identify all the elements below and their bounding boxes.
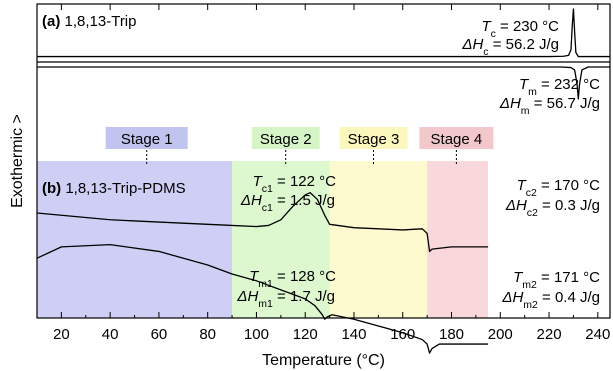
stage-label-box-3 — [339, 127, 408, 149]
x-tick-label: 20 — [53, 326, 70, 343]
annot-dhm: ΔHm = 56.7 J/g — [499, 95, 600, 117]
panel-a-heating-line — [37, 66, 610, 100]
stage-band-4 — [427, 161, 489, 318]
x-tick-label: 220 — [537, 326, 562, 343]
annot-dhc1: ΔHc1 = 1.5 J/g — [240, 192, 335, 214]
x-tick-label: 200 — [488, 326, 513, 343]
stage-label-4: Stage 4 — [431, 131, 483, 148]
x-tick-label: 100 — [244, 326, 269, 343]
stage-label-box-2 — [251, 127, 320, 149]
panel-b-cooling-line — [36, 192, 489, 253]
stage-bands — [37, 127, 494, 318]
x-tick-label: 60 — [151, 326, 168, 343]
stage-band-3 — [329, 161, 428, 318]
x-tick-label: 240 — [585, 326, 610, 343]
x-tick-label: 180 — [439, 326, 464, 343]
annotations: Stage 1 Stage 2 Stage 3 Stage 4 Temperature … — [9, 13, 600, 369]
x-axis-label: Temperature (°C) — [262, 352, 385, 369]
y-axis-label: Exothermic > — [9, 114, 26, 208]
annot-dhc2: ΔHc2 = 0.3 J/g — [505, 197, 600, 219]
annot-dhc: ΔHc = 56.2 J/g — [461, 36, 559, 58]
stage-label-box-4 — [419, 127, 494, 149]
data-lines — [36, 8, 610, 354]
panel-b-heating-line — [36, 243, 489, 354]
x-tick-label: 120 — [293, 326, 318, 343]
x-tick-label: 140 — [341, 326, 366, 343]
annot-tm1: Tm1 = 128 °C — [249, 268, 336, 290]
stage-band-1 — [37, 161, 233, 318]
panel-a-title: (a) 1,8,13-Trip — [42, 13, 137, 30]
annot-dhm1: ΔHm1 = 1.7 J/g — [236, 288, 335, 310]
annot-tm: Tm = 232 °C — [519, 76, 600, 98]
annot-tc2: Tc2 = 170 °C — [517, 177, 601, 199]
annot-tc1: Tc1 = 122 °C — [253, 173, 337, 195]
panel-b-title: (b) 1,8,13-Trip-PDMS — [42, 180, 186, 197]
stage-band-2 — [232, 161, 330, 318]
axes-frame — [36, 3, 611, 319]
x-tick-label: 160 — [390, 326, 415, 343]
x-tick-label: 40 — [102, 326, 119, 343]
plot-border — [36, 3, 611, 319]
stage-label-1: Stage 1 — [121, 131, 173, 148]
stage-label-2: Stage 2 — [260, 131, 312, 148]
annot-dhm2: ΔHm2 = 0.4 J/g — [501, 289, 600, 311]
x-tick-label: 80 — [199, 326, 216, 343]
annot-tm2: Tm2 = 171 °C — [513, 269, 600, 291]
stage-label-box-1 — [105, 127, 188, 149]
x-ticks: 20 40 60 80 100 120 140 160 180 200 220 240 — [36, 4, 610, 343]
annot-tc: Tc = 230 °C — [481, 18, 559, 40]
panel-a-cooling-line — [37, 8, 610, 58]
stage-label-3: Stage 3 — [348, 131, 400, 148]
